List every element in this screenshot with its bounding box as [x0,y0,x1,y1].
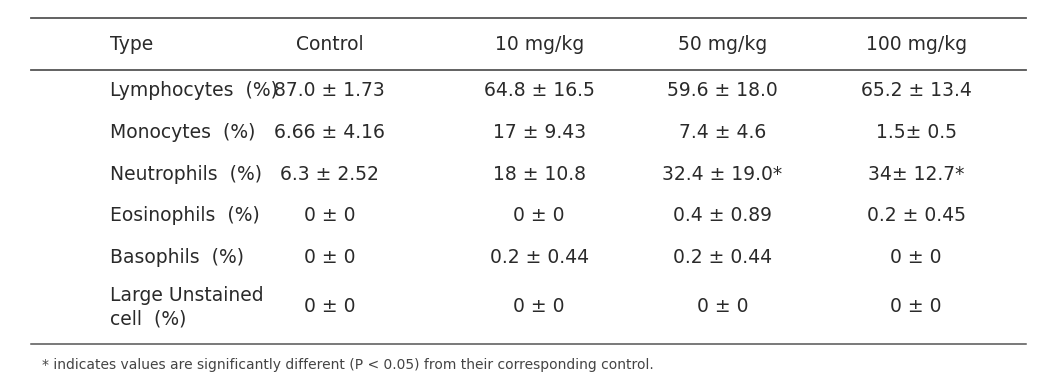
Text: 50 mg/kg: 50 mg/kg [677,35,767,54]
Text: Large Unstained
cell  (%): Large Unstained cell (%) [110,286,264,328]
Text: 1.5± 0.5: 1.5± 0.5 [875,123,957,142]
Text: 64.8 ± 16.5: 64.8 ± 16.5 [484,81,595,100]
Text: Monocytes  (%): Monocytes (%) [110,123,255,142]
Text: 0 ± 0: 0 ± 0 [513,206,565,225]
Text: 34± 12.7*: 34± 12.7* [868,165,964,184]
Text: 0.2 ± 0.44: 0.2 ± 0.44 [673,248,772,267]
Text: 59.6 ± 18.0: 59.6 ± 18.0 [667,81,778,100]
Text: Eosinophils  (%): Eosinophils (%) [110,206,260,225]
Text: 10 mg/kg: 10 mg/kg [494,35,584,54]
Text: Neutrophils  (%): Neutrophils (%) [110,165,262,184]
Text: Type: Type [110,35,153,54]
Text: Basophils  (%): Basophils (%) [110,248,244,267]
Text: Lymphocytes  (%): Lymphocytes (%) [110,81,277,100]
Text: 17 ± 9.43: 17 ± 9.43 [493,123,585,142]
Text: 0 ± 0: 0 ± 0 [513,298,565,316]
Text: 0 ± 0: 0 ± 0 [304,206,356,225]
Text: * indicates values are significantly different (P < 0.05) from their correspondi: * indicates values are significantly dif… [42,358,653,372]
Text: 87.0 ± 1.73: 87.0 ± 1.73 [274,81,385,100]
Text: 0.2 ± 0.44: 0.2 ± 0.44 [490,248,588,267]
Text: 7.4 ± 4.6: 7.4 ± 4.6 [678,123,766,142]
Text: 0 ± 0: 0 ± 0 [304,298,356,316]
Text: 0 ± 0: 0 ± 0 [696,298,749,316]
Text: 0.2 ± 0.45: 0.2 ± 0.45 [867,206,965,225]
Text: 0.4 ± 0.89: 0.4 ± 0.89 [673,206,772,225]
Text: 0 ± 0: 0 ± 0 [890,298,942,316]
Text: 0 ± 0: 0 ± 0 [890,248,942,267]
Text: 0 ± 0: 0 ± 0 [304,248,356,267]
Text: 100 mg/kg: 100 mg/kg [866,35,966,54]
Text: Control: Control [296,35,363,54]
Text: 6.3 ± 2.52: 6.3 ± 2.52 [281,165,379,184]
Text: 18 ± 10.8: 18 ± 10.8 [493,165,585,184]
Text: 65.2 ± 13.4: 65.2 ± 13.4 [861,81,972,100]
Text: 6.66 ± 4.16: 6.66 ± 4.16 [274,123,385,142]
Text: 32.4 ± 19.0*: 32.4 ± 19.0* [663,165,782,184]
